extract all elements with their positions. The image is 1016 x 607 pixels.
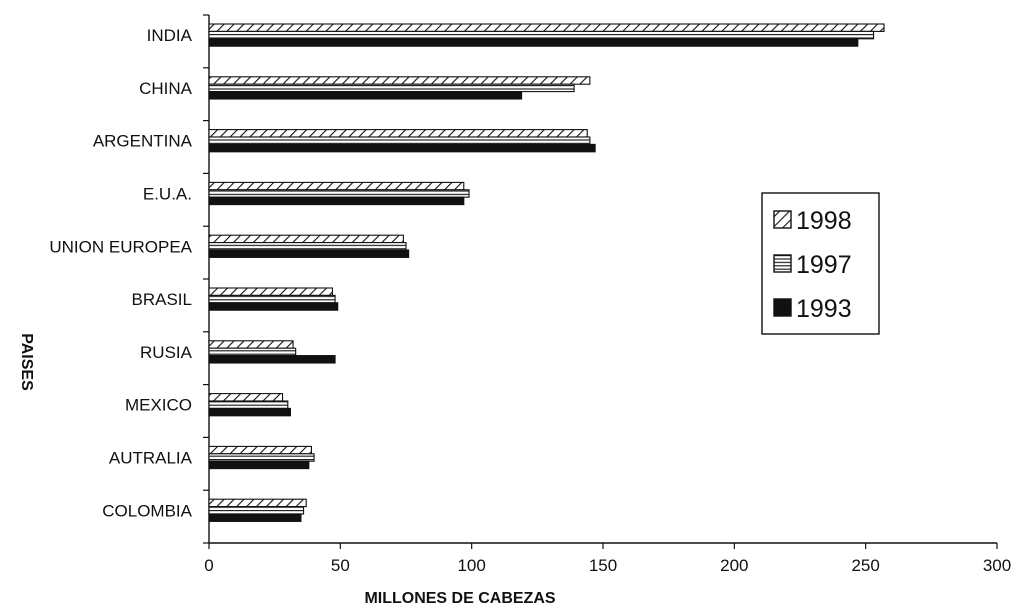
bar-1993 xyxy=(208,196,465,206)
legend-label: 1993 xyxy=(796,295,852,323)
bar-1998 xyxy=(208,234,404,244)
x-tick-label: 100 xyxy=(457,556,485,575)
legend-swatch-1998 xyxy=(773,210,792,229)
bar-1993 xyxy=(208,355,336,364)
category-label: UNION EUROPEA xyxy=(49,237,192,256)
legend-label: 1998 xyxy=(796,207,852,235)
bar-1997 xyxy=(208,242,407,251)
legend-label: 1997 xyxy=(796,251,852,279)
x-tick-label: 150 xyxy=(589,556,617,575)
bar-1997 xyxy=(208,30,875,40)
x-axis-title: MILLONES DE CABEZAS xyxy=(364,590,555,607)
category-label: CHINA xyxy=(139,79,193,98)
bar-1998 xyxy=(208,340,294,349)
category-label: BRASIL xyxy=(132,290,192,309)
category-label: E.U.A. xyxy=(143,185,192,204)
bar-1998 xyxy=(208,181,465,191)
legend-swatch-1993 xyxy=(773,298,792,317)
category-label: INDIA xyxy=(147,26,193,45)
legend: 1998 1997 1993 xyxy=(761,192,880,335)
category-label: RUSIA xyxy=(140,343,193,362)
bar-1993 xyxy=(208,38,859,47)
bar-1997 xyxy=(208,453,315,462)
bar-1997 xyxy=(208,347,297,357)
plot-area: 0 50 100 150 200 250 300 INDIA CHINA ARGENTINA E.U… xyxy=(49,14,1011,575)
category-label: COLOMBIA xyxy=(102,501,192,520)
legend-swatch-1997 xyxy=(773,254,792,273)
x-tick-label: 0 xyxy=(204,556,213,575)
bar-1993 xyxy=(208,513,302,522)
bar-1997 xyxy=(208,294,336,304)
bar-1997 xyxy=(208,189,470,198)
bar-1997 xyxy=(208,136,591,145)
x-tick-label: 300 xyxy=(983,556,1011,575)
bar-1993 xyxy=(208,143,596,153)
category-label: AUTRALIA xyxy=(109,449,193,468)
y-axis-title: PAISES xyxy=(18,333,35,391)
category-label: MEXICO xyxy=(125,396,192,415)
x-tick-label: 50 xyxy=(331,556,350,575)
bar-1993 xyxy=(208,302,339,311)
bar-1993 xyxy=(208,460,310,470)
bar-1998 xyxy=(208,129,588,138)
category-label: ARGENTINA xyxy=(93,132,193,151)
bar-1993 xyxy=(208,407,291,417)
bar-1997 xyxy=(208,506,305,515)
bar-1998 xyxy=(208,393,284,402)
bar-1997 xyxy=(208,83,575,93)
bar-1998 xyxy=(208,23,885,32)
bar-1993 xyxy=(208,91,523,100)
bar-1993 xyxy=(208,249,410,258)
bar-1997 xyxy=(208,400,289,409)
x-tick-label: 200 xyxy=(720,556,748,575)
bar-1998 xyxy=(208,76,591,85)
bar-1998 xyxy=(208,498,307,508)
bar-1998 xyxy=(208,287,334,296)
bar-1998 xyxy=(208,445,312,455)
x-tick-label: 250 xyxy=(851,556,879,575)
